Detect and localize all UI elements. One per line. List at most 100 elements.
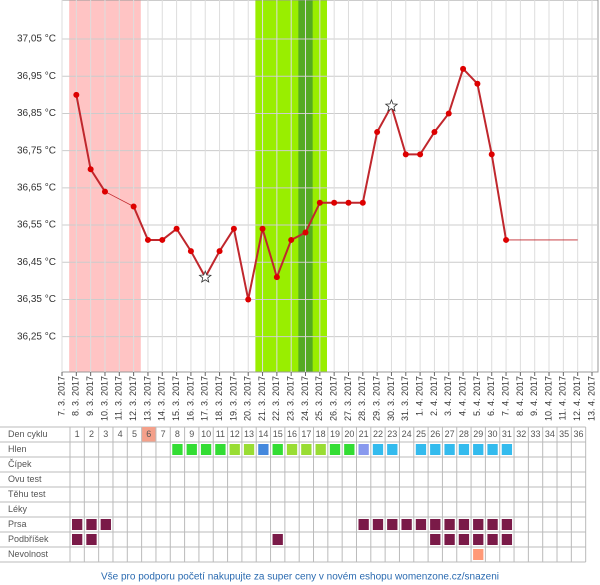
x-tick-label: 22. 3. 2017 [271, 376, 281, 421]
symptom-cell [430, 519, 441, 530]
x-tick-label: 3. 4. 2017 [443, 376, 453, 416]
symptom-cell [387, 519, 398, 530]
x-tick-label: 26. 3. 2017 [329, 376, 339, 421]
point [331, 199, 338, 206]
day-number: 8 [175, 429, 180, 439]
x-tick-label: 6. 4. 2017 [486, 376, 496, 416]
point [431, 129, 438, 136]
x-tick-label: 24. 3. 2017 [300, 376, 310, 421]
symptom-cell [86, 534, 97, 545]
day-number: 16 [287, 429, 297, 439]
symptom-cell [415, 444, 427, 455]
day-number: 26 [430, 429, 440, 439]
symptom-cell [215, 444, 226, 455]
symptom-cell [473, 519, 484, 530]
symptom-cell [372, 519, 384, 530]
symptom-cell [401, 519, 412, 530]
point [345, 199, 352, 206]
symptom-cell [473, 534, 484, 545]
symptom-cell [86, 519, 97, 530]
day-number: 34 [545, 429, 555, 439]
symptom-cell [487, 519, 498, 530]
x-tick-label: 7. 3. 2017 [56, 376, 66, 416]
day-number: 18 [316, 429, 326, 439]
day-number: 21 [359, 429, 369, 439]
point [359, 199, 366, 206]
x-tick-label: 15. 3. 2017 [171, 376, 181, 421]
symptom-cell [358, 519, 369, 530]
row-label: Den cyklu [8, 429, 48, 439]
symptom-cell [501, 444, 513, 455]
day-number: 19 [330, 429, 340, 439]
point [445, 110, 452, 117]
symptom-cell [258, 444, 269, 455]
day-number: 5 [132, 429, 137, 439]
x-tick-label: 10. 3. 2017 [99, 376, 109, 421]
point [460, 65, 467, 72]
x-tick-label: 20. 3. 2017 [243, 376, 253, 421]
row-label: Léky [8, 504, 28, 514]
day-number: 32 [516, 429, 526, 439]
point [302, 229, 309, 236]
day-number: 12 [230, 429, 240, 439]
day-number: 14 [258, 429, 268, 439]
point [488, 151, 495, 158]
day-number: 13 [244, 429, 254, 439]
y-tick-label: 36,65 °C [17, 183, 56, 194]
plot-frame [61, 0, 599, 373]
x-tick-label: 8. 3. 2017 [71, 376, 81, 416]
y-tick-label: 36,95 °C [17, 71, 56, 82]
day-number: 6 [146, 429, 151, 439]
row-label: Podbříšek [8, 534, 49, 544]
symptom-cell [430, 534, 441, 545]
star-point [384, 98, 399, 112]
symptom-cell [372, 444, 384, 455]
symptom-cell [444, 534, 455, 545]
x-tick-label: 7. 4. 2017 [500, 376, 510, 416]
symptom-cell [172, 444, 183, 455]
symptom-cell [272, 444, 283, 455]
gap-connector [104, 191, 134, 207]
symptom-cell [72, 534, 83, 545]
x-tick-label: 27. 3. 2017 [343, 376, 353, 421]
x-tick-label: 12. 3. 2017 [128, 376, 138, 421]
symptom-cell [301, 444, 312, 455]
x-tick-label: 19. 3. 2017 [228, 376, 238, 421]
day-number: 9 [189, 429, 194, 439]
day-number: 4 [118, 429, 123, 439]
day-number: 24 [402, 429, 412, 439]
symptom-cell [387, 444, 398, 455]
symptom-cell [286, 444, 298, 455]
x-tick-label: 8. 4. 2017 [515, 376, 525, 416]
day-number: 22 [373, 429, 383, 439]
x-tick-label: 13. 3. 2017 [142, 376, 152, 421]
y-tick-label: 36,25 °C [17, 331, 56, 342]
symptom-cell [315, 444, 326, 455]
row-label: Čípek [8, 459, 32, 469]
footer-link[interactable]: Vše pro podporu početí nakupujte za supe… [101, 572, 499, 583]
point [130, 203, 137, 210]
symptom-cell [458, 519, 470, 530]
x-tick-label: 25. 3. 2017 [314, 376, 324, 421]
x-tick-label: 30. 3. 2017 [386, 376, 396, 421]
x-tick-label: 11. 3. 2017 [114, 376, 124, 420]
point [101, 188, 108, 195]
point [73, 91, 80, 98]
day-highlight [141, 427, 156, 442]
row-label: Těhu test [8, 489, 46, 499]
y-tick-label: 36,55 °C [17, 220, 56, 231]
point [417, 151, 424, 158]
day-number: 20 [344, 429, 354, 439]
y-tick-label: 36,75 °C [17, 145, 56, 156]
point [144, 236, 151, 243]
symptom-cell [444, 444, 455, 455]
day-number: 2 [89, 429, 94, 439]
y-tick-label: 37,05 °C [17, 34, 56, 45]
x-tick-label: 28. 3. 2017 [357, 376, 367, 421]
symptom-cell [243, 444, 255, 455]
point [374, 129, 381, 136]
x-tick-label: 16. 3. 2017 [185, 376, 195, 421]
row-label: Nevolnost [8, 549, 49, 559]
row-label: Hlen [8, 444, 27, 454]
symptom-cell [329, 444, 341, 455]
